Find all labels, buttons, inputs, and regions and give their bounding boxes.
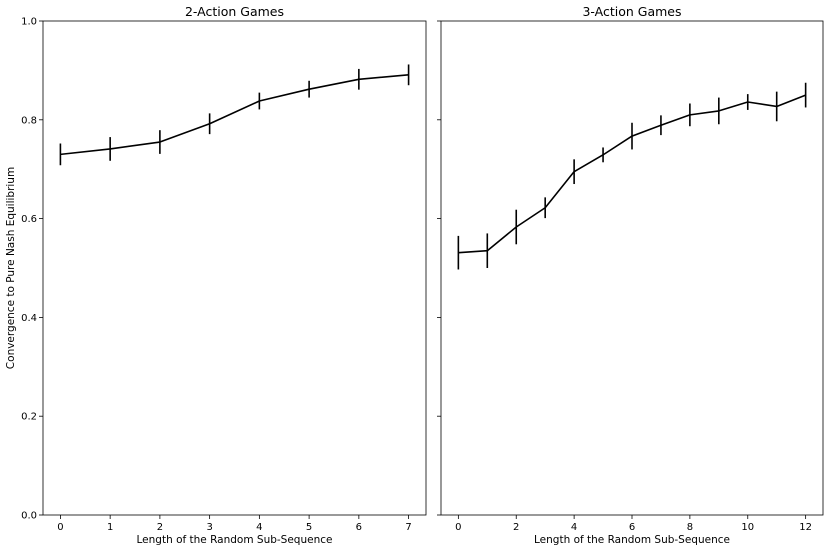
y-tick-label: 0.4 [21,313,37,324]
chart-title: 2-Action Games [185,4,284,19]
series-line [458,94,806,254]
plot-frame [440,20,824,516]
y-axis-label: Convergence to Pure Nash Equilibrium [5,167,17,369]
y-tick-label: 1.0 [21,17,37,28]
x-tick-label: 4 [571,522,577,533]
x-tick-label: 6 [356,522,362,533]
y-tick-label: 0.6 [21,214,37,225]
x-tick-label: 0 [455,522,461,533]
x-tick-label: 8 [687,522,693,533]
x-tick-label: 5 [306,522,312,533]
x-tick-label: 2 [157,522,163,533]
x-tick-label: 3 [206,522,212,533]
chart-title: 3-Action Games [582,4,681,19]
x-axis-label: Length of the Random Sub-Sequence [137,534,333,546]
plot-frame [42,20,427,516]
x-tick-label: 12 [799,522,812,533]
panel-3-action-games: 3-Action Games 0 2 4 6 8 10 12 Length of the Ran… [437,4,824,546]
x-tick-label: 2 [513,522,519,533]
series-line [60,74,409,156]
x-tick-label: 10 [741,522,754,533]
x-tick-label: 1 [107,522,113,533]
y-tick-label: 0.2 [21,412,37,423]
x-tick-label: 6 [629,522,635,533]
y-tick-label: 0.0 [21,511,37,522]
x-tick-label: 4 [256,522,262,533]
panel-2-action-games: 2-Action Games 0 1 2 3 4 5 6 7 0.0 0.2 0.4 0.6 0.8 1.0… [5,4,427,546]
x-tick-label: 7 [405,522,411,533]
y-tick-label: 0.8 [21,115,37,126]
x-tick-label: 0 [57,522,63,533]
x-axis-label: Length of the Random Sub-Sequence [534,534,730,546]
